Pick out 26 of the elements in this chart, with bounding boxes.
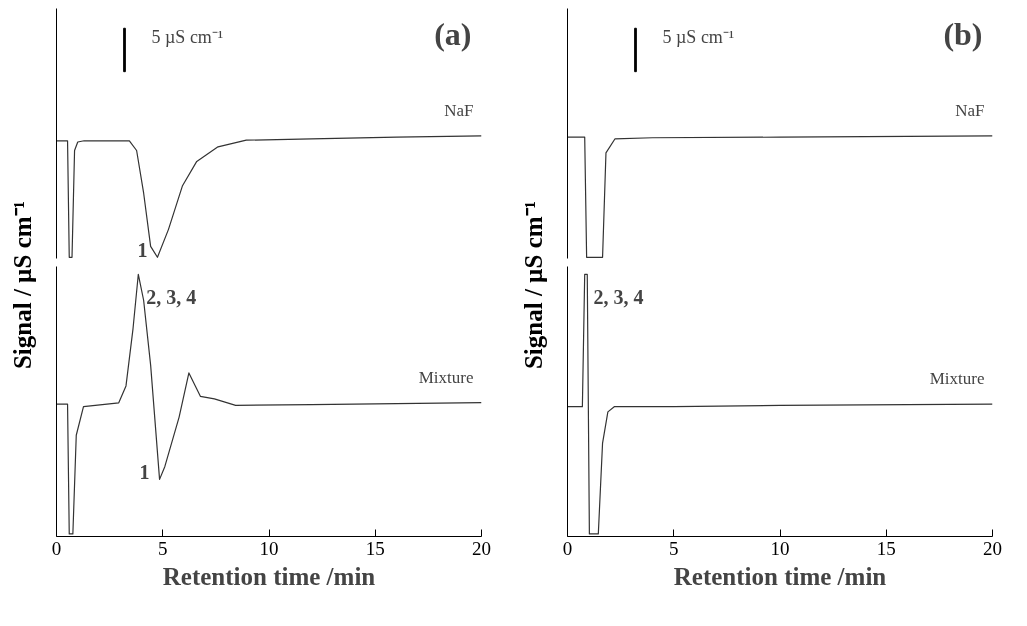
annotation: 1 — [139, 461, 150, 484]
x-axis-title: Retention time /min — [673, 562, 887, 590]
y-axis-title: Signal / µS cm⁻¹ — [8, 200, 38, 370]
x-tick-label: 10 — [259, 537, 279, 559]
chart-title: (a) — [434, 15, 472, 52]
x-tick-label: 5 — [669, 537, 679, 559]
x-tick-label: 10 — [770, 537, 790, 559]
chart-title: (b) — [943, 15, 983, 52]
x-tick-label: 0 — [562, 537, 573, 559]
x-tick-label: 0 — [51, 537, 62, 559]
annotation: 2, 3, 4 — [593, 286, 644, 309]
x-tick-label: 15 — [876, 537, 896, 559]
x-axis-title: Retention time /min — [162, 562, 376, 590]
x-tick-label: 20 — [472, 537, 491, 559]
series-label: Mixture — [418, 367, 474, 387]
series-label: Mixture — [929, 369, 985, 389]
y-axis-title: Signal / µS cm⁻¹ — [519, 200, 549, 370]
text: 5 µS cm⁻¹ — [662, 26, 735, 47]
series-label: NaF — [444, 100, 474, 120]
x-tick-label: 5 — [158, 537, 168, 559]
text: 5 µS cm⁻¹ — [151, 26, 224, 47]
annotation: 1 — [137, 239, 148, 262]
annotation: 2, 3, 4 — [146, 286, 197, 309]
x-tick-label: 20 — [983, 537, 1002, 559]
x-tick-label: 15 — [365, 537, 385, 559]
series-label: NaF — [955, 100, 985, 120]
